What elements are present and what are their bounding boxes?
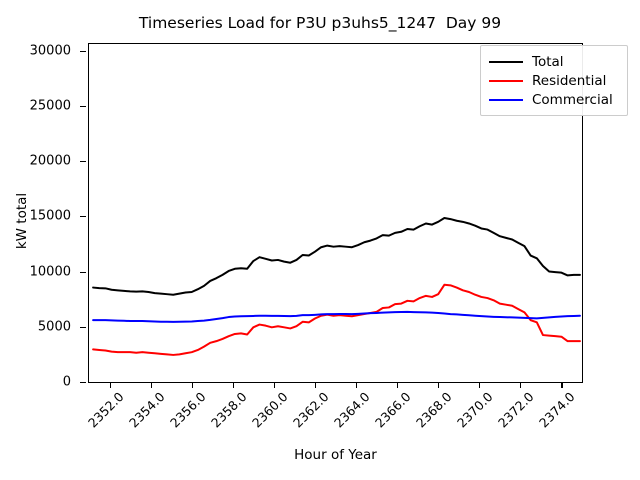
legend-label-commercial: Commercial bbox=[532, 91, 613, 108]
x-tick-label: 2372.0 bbox=[495, 389, 537, 431]
y-tick-mark bbox=[80, 216, 86, 218]
y-tick-mark bbox=[80, 161, 86, 163]
chart-title: Timeseries Load for P3U p3uhs5_1247 Day … bbox=[138, 14, 502, 32]
x-tick-mark bbox=[561, 383, 563, 388]
legend-swatch-residential bbox=[489, 79, 523, 82]
series-line-commercial bbox=[92, 310, 581, 323]
y-axis-tick-labels: 0 5000 10000 15000 20000 25000 30000 bbox=[0, 0, 86, 480]
legend-item-residential: Residential bbox=[489, 71, 619, 90]
series-lines bbox=[92, 216, 581, 356]
legend-swatch-total bbox=[489, 60, 523, 63]
legend-label-total: Total bbox=[532, 53, 564, 70]
y-tick-mark bbox=[80, 326, 86, 328]
x-tick-mark bbox=[356, 383, 358, 388]
x-tick-mark bbox=[397, 383, 399, 388]
y-tick-mark bbox=[80, 105, 86, 107]
x-tick-mark bbox=[232, 383, 234, 388]
legend-item-total: Total bbox=[489, 52, 619, 71]
x-tick-label: 2364.0 bbox=[331, 389, 373, 431]
legend-label-residential: Residential bbox=[532, 72, 607, 89]
legend-swatch-commercial bbox=[489, 98, 523, 101]
x-tick-mark bbox=[314, 383, 317, 388]
y-tick-mark bbox=[80, 382, 86, 384]
series-line-total bbox=[92, 216, 581, 296]
series-line-residential bbox=[92, 283, 581, 356]
y-axis-label: kW total bbox=[14, 192, 30, 250]
x-tick-mark bbox=[520, 383, 522, 388]
y-tick-label: 5000 bbox=[37, 319, 71, 335]
y-tick-label: 20000 bbox=[29, 153, 71, 169]
x-axis-label: Hour of Year bbox=[294, 447, 377, 463]
chart-legend: Total Residential Commercial bbox=[480, 45, 628, 116]
y-tick-label: 10000 bbox=[29, 264, 71, 280]
y-tick-label: 15000 bbox=[29, 208, 71, 224]
x-tick-mark bbox=[273, 383, 275, 388]
x-tick-mark bbox=[438, 383, 440, 388]
x-tick-label: 2358.0 bbox=[207, 389, 250, 431]
x-tick-mark bbox=[191, 383, 193, 388]
x-tick-label: 2352.0 bbox=[84, 389, 127, 431]
x-tick-label: 2360.0 bbox=[248, 389, 291, 431]
x-tick-label: 2368.0 bbox=[413, 389, 455, 431]
y-tick-mark bbox=[80, 271, 86, 273]
x-tick-label: 2354.0 bbox=[125, 389, 168, 431]
y-tick-label: 0 bbox=[62, 374, 71, 390]
y-tick-label: 25000 bbox=[29, 98, 71, 114]
x-tick-label: 2362.0 bbox=[290, 389, 332, 431]
x-tick-mark bbox=[109, 383, 111, 388]
x-tick-mark bbox=[150, 383, 152, 388]
x-tick-label: 2374.0 bbox=[536, 389, 579, 431]
x-tick-label: 2366.0 bbox=[372, 389, 414, 431]
y-tick-label: 30000 bbox=[29, 43, 71, 59]
x-tick-label: 2356.0 bbox=[166, 389, 209, 431]
legend-item-commercial: Commercial bbox=[489, 90, 619, 109]
x-tick-label: 2370.0 bbox=[454, 389, 496, 431]
y-tick-mark bbox=[80, 50, 86, 52]
x-tick-mark bbox=[479, 383, 481, 388]
